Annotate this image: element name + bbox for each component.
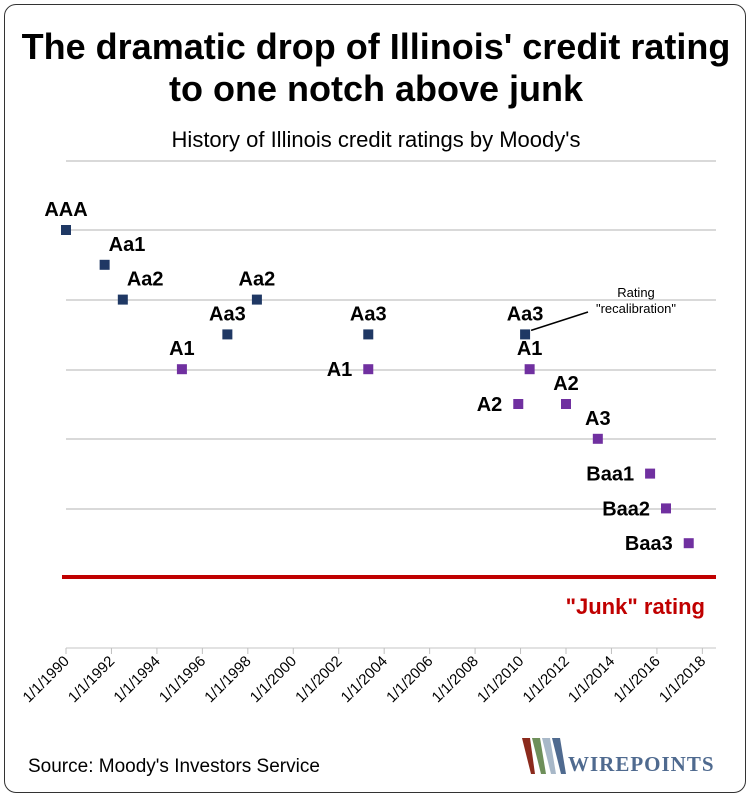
data-point xyxy=(176,364,187,375)
data-point xyxy=(561,399,571,409)
data-label: A2 xyxy=(477,394,503,416)
source-note: Source: Moody's Investors Service xyxy=(28,756,320,777)
x-tick-label: 1/1/2016 xyxy=(610,653,663,706)
data-labels: AAA Aa1 Aa2 Aa3 Aa2 Aa3 Aa3 A1 A1 A1 A2 A2 A3 Baa1 Baa… xyxy=(44,199,672,555)
data-label: Baa1 xyxy=(586,464,634,486)
data-point xyxy=(99,259,110,270)
x-tick-label: 1/1/2004 xyxy=(338,653,391,706)
gridlines xyxy=(66,160,716,510)
data-label: Aa2 xyxy=(239,269,276,291)
x-tick-label: 1/1/2008 xyxy=(429,653,482,706)
data-label: Baa3 xyxy=(625,533,673,555)
data-label: A1 xyxy=(169,338,195,360)
data-point xyxy=(645,468,656,479)
recalibration-annotation: Rating"recalibration" xyxy=(530,285,676,332)
x-tick-label: 1/1/2012 xyxy=(520,653,573,706)
data-label: Aa2 xyxy=(127,269,164,291)
data-label: Aa3 xyxy=(507,303,544,325)
x-tick-label: 1/1/2010 xyxy=(474,653,527,706)
data-point xyxy=(592,433,603,444)
x-tick-label: 1/1/1990 xyxy=(20,653,73,706)
annotation-text: Rating xyxy=(617,285,655,300)
x-tick-label: 1/1/2000 xyxy=(247,653,300,706)
x-tick-label: 1/1/2002 xyxy=(292,653,345,706)
x-tick-label: 1/1/1992 xyxy=(65,653,118,706)
data-label: Aa1 xyxy=(109,234,146,256)
chart-subtitle: History of Illinois credit ratings by Mo… xyxy=(171,127,581,152)
data-point xyxy=(520,329,531,340)
annotation-text: "recalibration" xyxy=(596,301,676,316)
data-label: Baa2 xyxy=(602,498,650,520)
logo-wordmark: WIREPOINTS xyxy=(568,752,715,776)
x-tick-label: 1/1/1996 xyxy=(156,653,209,706)
data-label: A2 xyxy=(553,373,579,395)
data-point xyxy=(513,399,524,409)
x-tick-label: 1/1/1998 xyxy=(201,653,254,706)
junk-threshold: "Junk" rating xyxy=(62,575,716,619)
data-label: AAA xyxy=(44,199,87,221)
data-points xyxy=(61,225,694,549)
data-label: A1 xyxy=(327,359,353,381)
data-point xyxy=(117,294,128,305)
chart-title: The dramatic drop of Illinois' credit ra… xyxy=(21,26,731,109)
x-tick-label: 1/1/2018 xyxy=(656,653,709,706)
data-point xyxy=(524,364,535,375)
data-label: Aa3 xyxy=(209,303,246,325)
data-point xyxy=(61,225,71,235)
data-label: A3 xyxy=(585,408,611,430)
junk-label: "Junk" rating xyxy=(566,594,705,619)
data-label: A1 xyxy=(517,338,543,360)
data-point xyxy=(683,538,694,549)
chart-frame xyxy=(4,4,746,793)
x-tick-label: 1/1/2014 xyxy=(565,653,618,706)
annotation-leader xyxy=(530,311,589,332)
data-point xyxy=(363,364,374,375)
data-point xyxy=(661,503,671,514)
data-point xyxy=(222,329,233,340)
data-point xyxy=(251,294,262,305)
x-tick-labels: 1/1/19901/1/19921/1/19941/1/19961/1/1998… xyxy=(20,648,709,706)
x-tick-label: 1/1/1994 xyxy=(110,653,163,706)
x-tick-label: 1/1/2006 xyxy=(383,653,436,706)
data-label: Aa3 xyxy=(350,303,387,325)
data-point xyxy=(363,329,374,340)
wirepoints-logo xyxy=(522,738,566,774)
